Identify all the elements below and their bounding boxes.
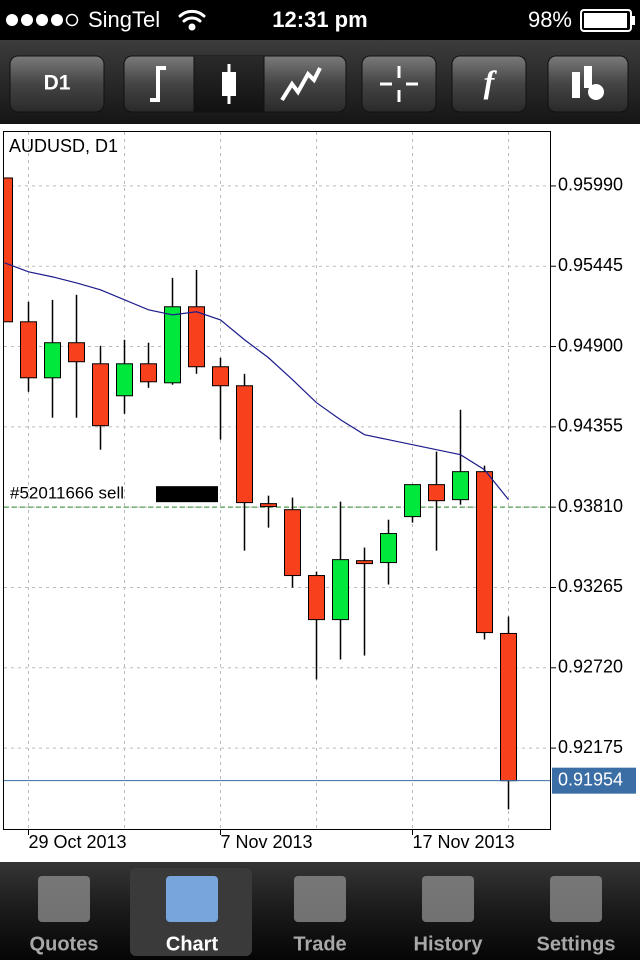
clock: 12:31 pm xyxy=(272,7,367,32)
y-tick-label: 0.92720 xyxy=(558,657,623,677)
y-tick-label: 0.93265 xyxy=(558,576,623,596)
crosshair-button[interactable] xyxy=(361,55,437,113)
candle-body xyxy=(236,385,253,504)
candle-body xyxy=(68,342,85,363)
tab-label[interactable]: Quotes xyxy=(30,933,99,955)
moving-average xyxy=(4,262,509,501)
order-label: #52011666 sell xyxy=(10,484,124,503)
bid-label: 0.91954 xyxy=(558,769,623,789)
candle-body xyxy=(164,306,181,384)
y-tick-label: 0.93810 xyxy=(558,496,623,516)
plot xyxy=(4,177,550,810)
tab-label[interactable]: Trade xyxy=(293,933,346,955)
tab-icon[interactable] xyxy=(550,876,602,922)
timeframe-label: D1 xyxy=(44,72,71,95)
line-icon xyxy=(280,67,322,102)
candle-icon xyxy=(222,64,236,104)
tab-icon[interactable] xyxy=(38,876,90,922)
bid-box xyxy=(552,767,636,794)
bar-icon xyxy=(150,66,166,102)
candle-body xyxy=(188,306,205,368)
y-tick-label: 0.95445 xyxy=(558,255,623,275)
candle-body xyxy=(308,575,325,621)
plot-frame xyxy=(3,131,551,830)
candle-body xyxy=(476,471,493,634)
y-tick-label: 0.94355 xyxy=(558,416,623,436)
indicators-button[interactable] xyxy=(451,55,527,113)
candle-body xyxy=(116,363,133,397)
grid xyxy=(4,132,550,829)
tab-label[interactable]: Settings xyxy=(537,933,616,955)
candle-body xyxy=(4,177,13,323)
axes: 0.95990 0.95445 0.94900 0.94355 0.93810 0.932… xyxy=(10,175,636,852)
y-tick-label: 0.94900 xyxy=(558,335,623,355)
candle-body xyxy=(260,503,277,508)
order-redacted xyxy=(156,486,218,503)
candle-body xyxy=(428,484,445,502)
tab-label[interactable]: Chart xyxy=(166,933,219,955)
candle-body xyxy=(140,363,157,383)
crosshair-icon xyxy=(380,66,418,102)
tab-icon[interactable] xyxy=(422,876,474,922)
candle-body xyxy=(20,321,37,379)
candle-body xyxy=(332,559,349,621)
timeframe-button[interactable] xyxy=(9,55,105,113)
tab-icon[interactable] xyxy=(294,876,346,922)
wifi xyxy=(178,9,206,31)
candle-body xyxy=(500,632,517,782)
candle-body xyxy=(284,509,301,577)
tab-label[interactable]: History xyxy=(414,933,484,955)
battery xyxy=(580,9,635,32)
candle-body xyxy=(356,560,373,565)
y-tick-label: 0.95990 xyxy=(558,175,623,195)
settings-icon xyxy=(572,66,604,100)
tabs: Quotes Chart Trade History Settings xyxy=(30,868,616,956)
candle-body xyxy=(380,533,397,564)
candle-body xyxy=(404,484,421,518)
y-tick-label: 0.92175 xyxy=(558,737,623,757)
battery-percent: 98% xyxy=(528,7,572,32)
indicators-label: f xyxy=(484,63,498,99)
chart-background xyxy=(0,124,640,862)
carrier: SingTel xyxy=(88,7,160,32)
signal xyxy=(6,13,79,27)
x-tick-label: 29 Oct 2013 xyxy=(29,832,127,852)
candle-body xyxy=(44,342,61,379)
x-tick-label: 7 Nov 2013 xyxy=(221,832,313,852)
x-tick-label: 17 Nov 2013 xyxy=(413,832,515,852)
chart-title: AUDUSD, D1 xyxy=(9,136,118,156)
candle-body xyxy=(92,363,109,427)
tab-icon[interactable] xyxy=(166,876,218,922)
status-bar xyxy=(0,0,640,40)
candle-body xyxy=(212,366,229,387)
candle-body xyxy=(452,471,469,501)
